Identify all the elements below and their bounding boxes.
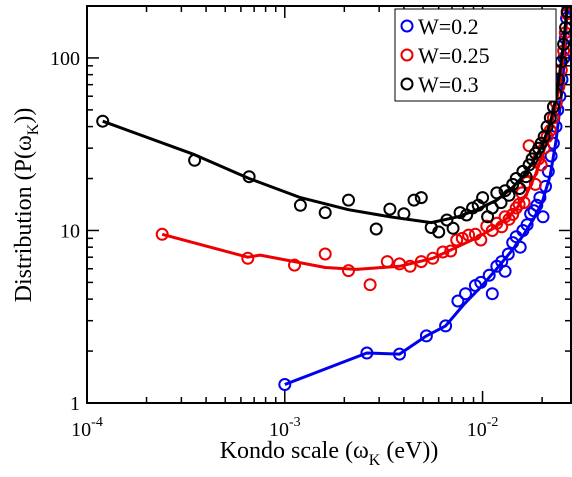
legend-label-w025: W=0.25: [418, 43, 490, 68]
data-point: [414, 255, 428, 269]
data-point: [485, 287, 499, 301]
data-point: [360, 346, 374, 360]
data-point: [436, 245, 450, 259]
x-axis-label: Kondo scale (ωK (eV)): [220, 438, 439, 469]
data-point: [453, 206, 467, 220]
data-point: [342, 264, 355, 278]
legend-box: [394, 8, 557, 102]
data-point: [293, 198, 307, 212]
data-point: [559, 21, 571, 35]
data-point: [506, 207, 520, 221]
data-point: [459, 287, 472, 301]
data-point: [426, 251, 440, 265]
plot-frame: [86, 5, 572, 404]
data-point: [513, 240, 527, 254]
data-point: [439, 319, 453, 333]
data-point: [380, 255, 394, 269]
data-point: [242, 170, 256, 184]
data-point: [369, 222, 383, 236]
data-point: [432, 225, 446, 239]
legend: W=0.2 W=0.25 W=0.3: [394, 8, 557, 102]
data-point: [446, 221, 460, 235]
data-point: [451, 294, 465, 308]
data-point: [498, 264, 512, 278]
y-axis-label: Distribution (P(ωK)): [11, 108, 42, 303]
data-point: [342, 193, 355, 207]
data-point: [530, 198, 544, 212]
legend-entry-w02: W=0.2: [400, 14, 479, 39]
data-point: [318, 206, 332, 220]
x-tick-label: 10-2: [467, 415, 499, 441]
plot-series: [96, 6, 571, 391]
x-axis-label-tail: (eV)): [380, 438, 438, 464]
data-point: [403, 259, 417, 273]
series-line-1: [284, 6, 569, 386]
data-point: [440, 213, 454, 227]
data-point: [476, 191, 490, 205]
data-point: [288, 258, 301, 272]
data-point: [455, 231, 469, 245]
x-tick-label: 10-4: [71, 415, 103, 441]
data-point: [363, 278, 377, 292]
data-point: [419, 329, 433, 343]
data-point: [534, 136, 548, 150]
legend-marker-w02: [400, 19, 414, 33]
data-point: [544, 149, 558, 163]
series-1: [278, 6, 571, 391]
y-tick-label: 10: [60, 220, 80, 242]
data-point: [407, 193, 421, 207]
data-point: [318, 247, 332, 261]
data-point: [513, 182, 527, 195]
data-point: [278, 378, 292, 391]
data-point: [534, 158, 548, 172]
data-point: [444, 244, 458, 258]
data-point: [397, 207, 411, 221]
legend-label-w02: W=0.2: [418, 14, 479, 39]
data-point: [519, 170, 533, 184]
data-point: [241, 251, 255, 265]
data-point: [520, 218, 534, 232]
data-point: [383, 202, 397, 216]
x-tick-label: 10-3: [269, 415, 301, 441]
y-tick-label: 1: [70, 393, 80, 415]
data-point: [482, 268, 496, 282]
data-point: [450, 233, 464, 247]
legend-entry-w025: W=0.25: [400, 43, 490, 68]
data-point: [533, 191, 547, 205]
data-point: [536, 210, 550, 224]
legend-entry-w03: W=0.3: [400, 72, 479, 97]
data-point: [393, 347, 406, 361]
y-axis-label-main: Distribution (P(ω: [11, 135, 37, 302]
data-point: [474, 233, 488, 247]
data-point: [462, 228, 476, 242]
data-point: [517, 196, 531, 210]
legend-marker-w025: [400, 48, 414, 62]
data-point: [501, 247, 515, 261]
y-axis-label-sub: K: [25, 123, 42, 135]
data-point: [96, 114, 110, 128]
axis-ticks: 10-4 10-3 10-2 1 10 100: [50, 5, 571, 441]
data-point: [188, 153, 202, 167]
data-point: [414, 191, 428, 205]
data-point: [474, 275, 488, 289]
data-point: [502, 188, 516, 202]
data-point: [528, 177, 542, 191]
x-axis-label-main: Kondo scale (ω: [220, 438, 369, 464]
x-axis-label-sub: K: [369, 452, 381, 469]
y-axis-label-tail: )): [11, 108, 37, 124]
data-point: [541, 164, 555, 178]
data-point: [494, 196, 508, 210]
legend-label-w03: W=0.3: [418, 72, 479, 97]
legend-marker-w03: [400, 77, 414, 91]
y-tick-label: 100: [50, 48, 80, 70]
data-point: [557, 37, 571, 51]
data-point: [524, 207, 538, 221]
data-point: [155, 227, 169, 241]
